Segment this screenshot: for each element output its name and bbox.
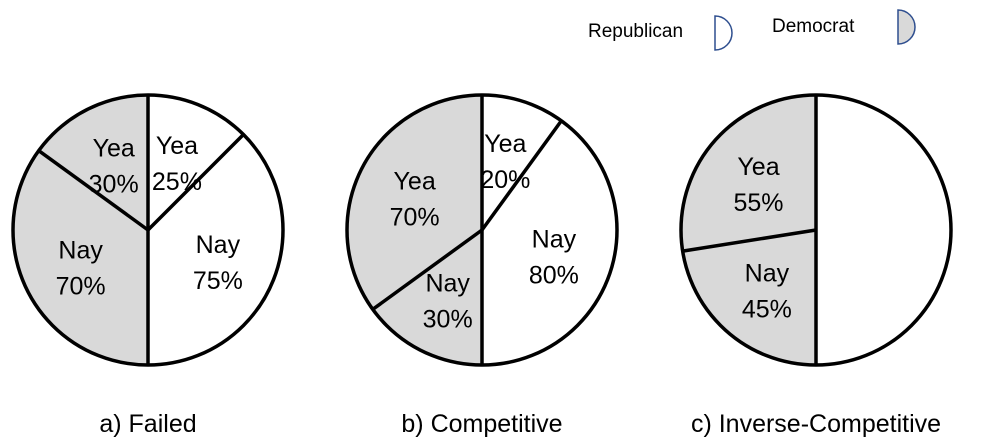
democrat-yea-label: Yea 55% xyxy=(733,153,783,217)
democrat-half xyxy=(681,95,816,365)
democrat-divider xyxy=(37,149,150,232)
democrat-divider xyxy=(371,228,484,311)
pie-outline xyxy=(345,93,619,367)
republican-yea-label: Yea 20% xyxy=(480,130,530,194)
pie-chart-2: Yea 70% Nay 30% Yea 20% Nay 80% b) Competitive xyxy=(345,93,619,438)
republican-divider xyxy=(480,119,563,232)
pie-outline xyxy=(11,93,285,367)
republican-half xyxy=(148,95,283,365)
pie-caption: b) Competitive xyxy=(401,410,562,438)
legend-label-republican: Republican xyxy=(588,21,683,42)
republican-divider xyxy=(146,133,245,232)
pie-chart-3: Yea 55% Nay 45% c) Inverse-Competitive xyxy=(679,93,953,438)
democrat-half xyxy=(347,95,482,365)
legend-swatch-republican xyxy=(714,15,733,51)
democrat-nay-label: Nay 70% xyxy=(56,236,106,300)
pie-caption: a) Failed xyxy=(99,410,196,438)
democrat-yea-label: Yea 30% xyxy=(89,135,139,199)
democrat-nay-label: Nay 45% xyxy=(742,259,792,323)
legend-swatch-democrat xyxy=(897,9,916,45)
pie-chart-1: Yea 30% Nay 70% Yea 25% Nay 75% a) Failed xyxy=(11,93,285,438)
republican-half xyxy=(482,95,617,365)
republican-yea-label: Yea 25% xyxy=(152,132,202,196)
republican-half xyxy=(816,95,951,365)
legend: Republican Democrat xyxy=(588,9,916,51)
pie-caption: c) Inverse-Competitive xyxy=(691,410,941,438)
democrat-nay-label: Nay 30% xyxy=(423,269,473,333)
pie-charts: Yea 30% Nay 70% Yea 25% Nay 75% a) Failed Yea 70% N… xyxy=(11,93,953,438)
pie-outline xyxy=(679,93,953,367)
legend-label-democrat: Democrat xyxy=(772,16,855,37)
republican-nay-label: Nay 75% xyxy=(193,231,243,295)
democrat-half xyxy=(13,95,148,365)
republican-nay-label: Nay 80% xyxy=(529,225,579,289)
democrat-yea-label: Yea 70% xyxy=(390,168,440,232)
democrat-divider xyxy=(682,228,817,253)
